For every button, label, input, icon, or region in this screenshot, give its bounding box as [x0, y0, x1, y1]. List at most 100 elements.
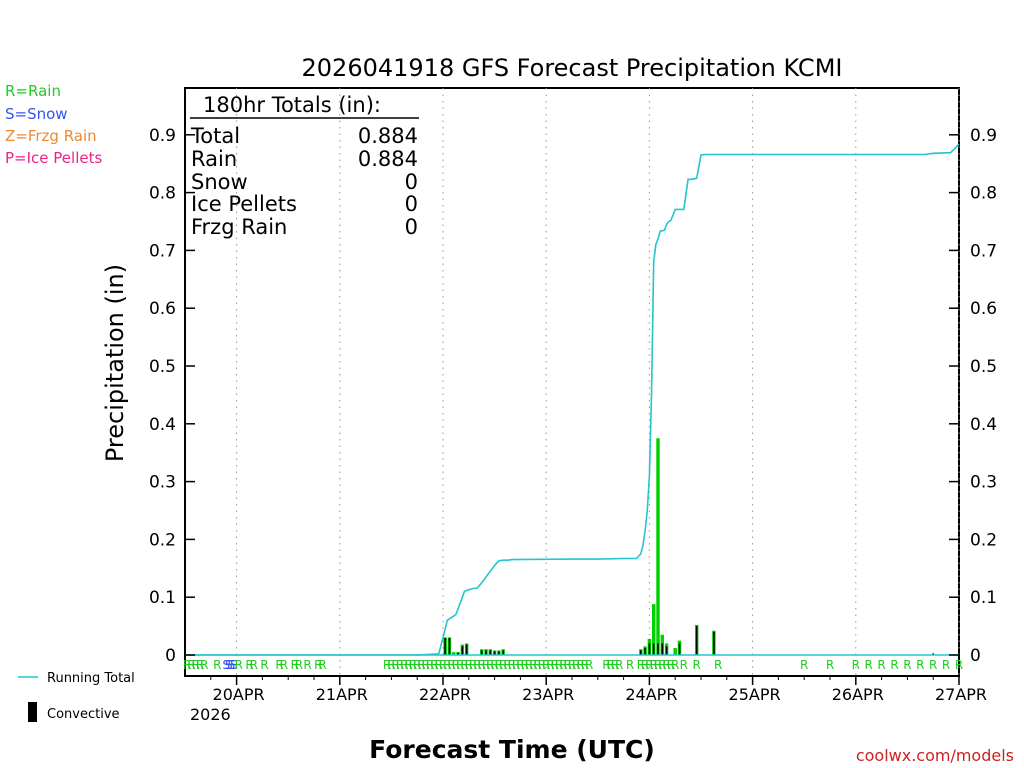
precip-type-mark-28: R [413, 658, 421, 672]
precip-bar-2 [452, 652, 456, 655]
precip-type-mark-94: R [929, 658, 937, 672]
precip-type-mark-11: R [245, 658, 253, 672]
x-tick-label-1: 21APR [316, 685, 368, 704]
y-tick-label-left-3: 0.3 [149, 473, 176, 493]
convective-bar-21 [932, 653, 934, 655]
precip-type-mark-8: S [228, 658, 236, 672]
precip-type-mark-0: R [183, 658, 191, 672]
x-tick-label-7: 27APR [935, 685, 987, 704]
convective-bar-18 [678, 643, 681, 655]
precip-bar-19 [673, 648, 677, 655]
precip-type-mark-93: R [916, 658, 924, 672]
x-tick-label-2: 22APR [419, 685, 471, 704]
precip-type-mark-10: R [235, 658, 243, 672]
x-tick-label-5: 25APR [729, 685, 781, 704]
convective-bars [444, 626, 960, 655]
precip-type-mark-6: S [222, 658, 230, 672]
precip-type-mark-34: R [439, 658, 447, 672]
precip-type-mark-53: R [521, 658, 529, 672]
totals-rain-value: 0.884 [358, 147, 418, 171]
convective-bar-0 [444, 637, 446, 655]
precip-type-mark-51: R [512, 658, 520, 672]
y-tick-label-left-1: 0.1 [149, 588, 176, 608]
plot-frame [184, 87, 960, 677]
precip-type-mark-59: R [546, 658, 554, 672]
precip-type-mark-32: R [430, 658, 438, 672]
precip-type-mark-80: R [662, 658, 670, 672]
precip-type-mark-16: R [290, 658, 298, 672]
precip-type-mark-77: R [650, 658, 658, 672]
precip-type-mark-49: R [503, 658, 511, 672]
precip-type-mark-45: R [486, 658, 494, 672]
x-tick-label-3: 23APR [522, 685, 574, 704]
y-tick-label-left-5: 0.5 [149, 357, 176, 377]
precip-type-mark-52: R [516, 658, 524, 672]
y-axis-label: Precipitation (in) [101, 264, 129, 462]
precip-type-mark-66: R [576, 658, 584, 672]
totals-frzg-label: Frzg Rain [191, 215, 287, 239]
precip-type-mark-37: R [452, 658, 460, 672]
precip-type-mark-68: R [585, 658, 593, 672]
precip-type-mark-2: R [192, 658, 200, 672]
y-tick-label-right-9: 0.9 [970, 126, 997, 146]
precip-type-mark-88: R [852, 658, 860, 672]
precip-type-mark-76: R [645, 658, 653, 672]
precip-type-mark-17: R [295, 658, 303, 672]
precip-type-mark-90: R [877, 658, 885, 672]
precip-type-mark-78: R [654, 658, 662, 672]
precip-type-mark-74: R [637, 658, 645, 672]
y-tick-label-right-2: 0.2 [970, 530, 997, 550]
convective-bar-11 [640, 650, 642, 655]
x-tick-label-4: 24APR [625, 685, 677, 704]
totals-title: 180hr Totals (in): [203, 93, 381, 117]
precip-type-mark-58: R [542, 658, 550, 672]
precip-type-mark-30: R [422, 658, 430, 672]
precip-type-mark-83: R [680, 658, 688, 672]
x-axis: 20APR 21APR 22APR 23APR 24APR 25APR 26APR 27APR [210, 676, 987, 704]
precip-type-mark-55: R [529, 658, 537, 672]
precip-type-mark-56: R [533, 658, 541, 672]
convective-bar-16 [661, 643, 664, 655]
watermark: coolwx.com/models [856, 746, 1014, 765]
convective-bar-14 [652, 643, 655, 655]
convective-bar-1 [448, 637, 451, 655]
precip-type-mark-57: R [538, 658, 546, 672]
precip-type-mark-19: R [314, 658, 322, 672]
totals-snow-value: 0 [405, 170, 418, 194]
precip-type-mark-84: R [693, 658, 701, 672]
y-tick-label-left-4: 0.4 [149, 415, 176, 435]
precip-type-mark-61: R [555, 658, 563, 672]
precip-type-mark-33: R [435, 658, 443, 672]
legend-frzg-rain: Z=Frzg Rain [5, 127, 97, 145]
precip-type-mark-67: R [581, 658, 589, 672]
y-tick-label-right-6: 0.6 [970, 299, 997, 319]
precip-type-mark-60: R [551, 658, 559, 672]
precip-bar-15 [651, 604, 656, 655]
totals-rain-label: Rain [191, 147, 237, 171]
precip-type-mark-36: R [447, 658, 455, 672]
precip-type-mark-82: R [671, 658, 679, 672]
convective-bar-5 [480, 650, 483, 655]
totals-total-value: 0.884 [358, 124, 418, 148]
precip-type-mark-25: R [400, 658, 408, 672]
precip-type-mark-26: R [404, 658, 412, 672]
y-axis-left: 0 0.1 0.2 0.3 0.4 0.5 0.6 0.7 0.8 0.9 [149, 126, 195, 666]
precip-type-mark-41: R [469, 658, 477, 672]
precip-type-mark-65: R [572, 658, 580, 672]
precip-type-mark-21: R [383, 658, 391, 672]
precip-type-mark-64: R [568, 658, 576, 672]
precip-type-mark-23: R [392, 658, 400, 672]
precip-type-mark-3: R [196, 658, 204, 672]
convective-bar-8 [493, 651, 496, 655]
precip-type-mark-29: R [417, 658, 425, 672]
precip-type-mark-4: R [200, 658, 208, 672]
convective-bar-4 [465, 644, 468, 655]
x-axis-label: Forecast Time (UTC) [369, 735, 655, 764]
precip-type-mark-5: R [213, 658, 221, 672]
precip-type-mark-63: R [564, 658, 572, 672]
precip-type-mark-47: R [495, 658, 503, 672]
precip-type-mark-85: R [714, 658, 722, 672]
precip-type-mark-27: R [409, 658, 417, 672]
precip-type-mark-40: R [465, 658, 473, 672]
precip-type-mark-81: R [667, 658, 675, 672]
